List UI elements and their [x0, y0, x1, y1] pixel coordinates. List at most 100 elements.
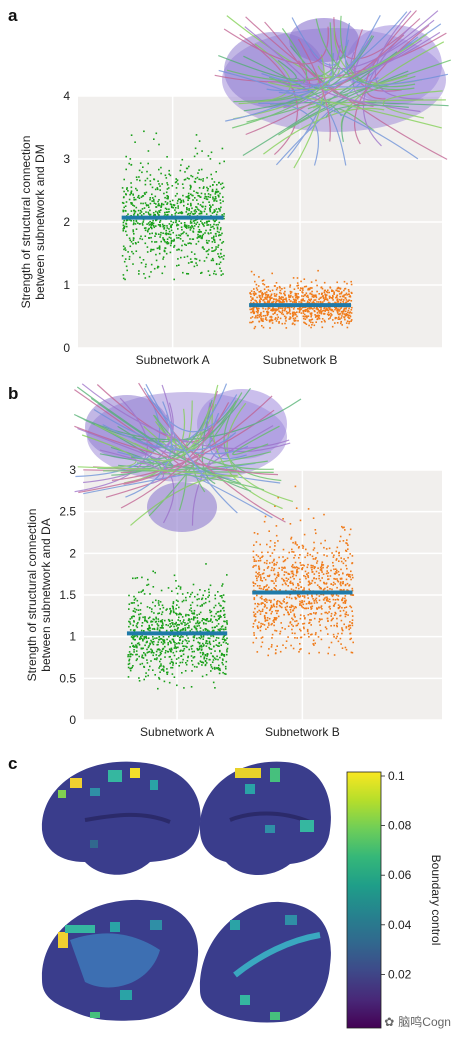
- data-point: [332, 598, 335, 601]
- data-point: [221, 625, 224, 627]
- data-point: [343, 294, 345, 297]
- data-point: [181, 228, 183, 231]
- data-point: [165, 624, 167, 626]
- data-point: [318, 298, 320, 300]
- data-point: [195, 258, 198, 260]
- data-point: [201, 619, 203, 622]
- data-point: [275, 589, 278, 591]
- data-point: [313, 612, 315, 614]
- data-point: [219, 669, 221, 672]
- data-point: [177, 200, 179, 202]
- data-point: [285, 609, 288, 611]
- data-point: [270, 294, 272, 297]
- data-point: [150, 223, 152, 225]
- data-point: [167, 587, 170, 589]
- data-point: [326, 313, 329, 316]
- data-point: [270, 612, 272, 615]
- data-point: [324, 539, 326, 542]
- data-point: [176, 179, 179, 181]
- data-point: [256, 301, 258, 304]
- data-point: [313, 324, 316, 327]
- data-point: [339, 588, 342, 591]
- data-point: [273, 295, 276, 297]
- data-point: [146, 170, 148, 173]
- data-point: [190, 251, 193, 253]
- data-point: [305, 607, 307, 610]
- data-point: [310, 602, 313, 605]
- data-point: [192, 227, 195, 230]
- data-point: [302, 312, 305, 314]
- data-point: [198, 178, 200, 181]
- data-point: [259, 559, 262, 562]
- colorbar-tick-label: 0.04: [388, 918, 412, 932]
- data-point: [316, 607, 319, 610]
- data-point: [131, 617, 133, 619]
- data-point: [346, 589, 349, 591]
- data-point: [208, 591, 210, 594]
- data-point: [274, 505, 276, 507]
- data-point: [129, 219, 131, 221]
- data-point: [162, 647, 165, 650]
- data-point: [346, 320, 349, 322]
- data-point: [290, 606, 292, 609]
- data-point: [341, 315, 343, 317]
- data-point: [338, 552, 340, 554]
- data-point: [344, 302, 347, 304]
- data-point: [214, 196, 217, 198]
- data-point: [187, 614, 189, 616]
- data-point: [163, 228, 165, 230]
- data-point: [179, 238, 182, 240]
- data-point: [221, 596, 223, 599]
- data-point: [131, 634, 134, 637]
- data-point: [184, 171, 186, 173]
- data-point: [330, 315, 332, 317]
- data-point: [293, 288, 296, 290]
- data-point: [333, 568, 335, 571]
- data-point: [144, 229, 147, 232]
- data-point: [250, 270, 253, 273]
- data-point: [306, 310, 309, 313]
- data-point: [156, 247, 159, 250]
- data-point: [149, 629, 151, 632]
- data-point: [350, 312, 353, 314]
- data-point: [125, 193, 127, 195]
- data-point: [133, 635, 136, 638]
- data-point: [219, 649, 221, 652]
- data-point: [348, 322, 350, 325]
- data-point: [139, 663, 142, 666]
- data-point: [172, 601, 175, 603]
- data-point: [320, 310, 322, 313]
- data-point: [190, 204, 192, 207]
- data-point: [169, 203, 172, 205]
- data-point: [218, 181, 220, 184]
- data-point: [158, 678, 161, 680]
- data-point: [252, 556, 255, 558]
- data-point: [202, 634, 205, 637]
- fiber-tract: [160, 473, 265, 491]
- data-point: [184, 243, 186, 246]
- data-point: [333, 293, 335, 295]
- data-point: [296, 315, 298, 318]
- data-point: [254, 292, 257, 295]
- data-point: [188, 625, 190, 627]
- data-point: [177, 646, 179, 649]
- data-point: [215, 171, 217, 173]
- data-point: [320, 306, 322, 309]
- data-point: [149, 616, 151, 619]
- data-point: [348, 320, 351, 323]
- fiber-tract: [278, 75, 416, 136]
- data-point: [136, 623, 138, 625]
- data-point: [178, 264, 180, 266]
- data-point: [339, 614, 342, 617]
- data-point: [273, 564, 275, 566]
- data-point: [336, 617, 338, 620]
- data-point: [156, 187, 159, 189]
- data-point: [205, 250, 208, 253]
- data-point: [159, 601, 162, 603]
- data-point: [250, 311, 252, 314]
- data-point: [162, 203, 165, 206]
- data-point: [258, 603, 260, 606]
- data-point: [336, 294, 339, 297]
- y-tick-label: 1.5: [59, 588, 76, 602]
- data-point: [130, 164, 132, 166]
